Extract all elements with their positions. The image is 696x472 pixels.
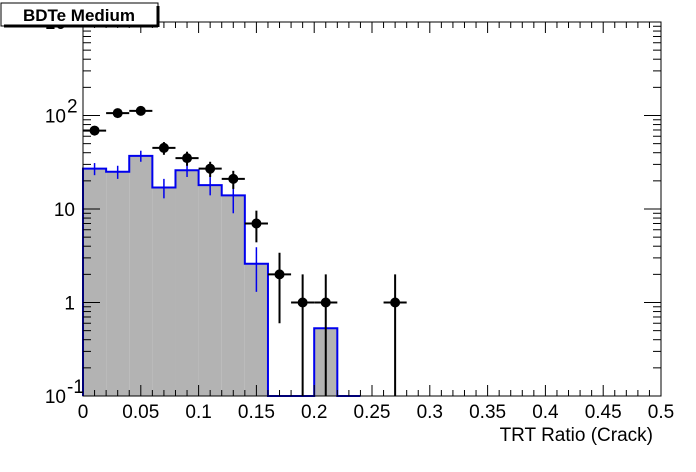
data-points-layer	[83, 105, 407, 396]
histogram-bin-6	[221, 195, 245, 396]
y-tick-label-3: 10	[45, 107, 66, 128]
histogram-bin-5	[198, 185, 222, 396]
data-point-9	[297, 297, 308, 308]
x-tick-label-1: 0.05	[122, 402, 159, 423]
data-point-11	[390, 297, 401, 308]
data-point-8	[274, 269, 285, 280]
x-tick-label-8: 0.4	[532, 402, 559, 423]
x-tick-label-3: 0.15	[238, 402, 275, 423]
data-point-1	[112, 108, 123, 119]
x-tick-label-4: 0.2	[301, 402, 327, 423]
histogram-bin-2	[129, 155, 153, 396]
histogram-bin-4	[175, 170, 199, 396]
histogram-bin-0	[83, 168, 107, 396]
data-point-6	[228, 173, 239, 184]
histogram-layer	[82, 150, 361, 397]
y-tick-exponent-0: -1	[67, 377, 84, 398]
y-tick-exponent-3: 2	[67, 97, 78, 118]
data-point-3	[158, 142, 169, 153]
data-point-5	[205, 163, 216, 174]
x-tick-label-6: 0.3	[417, 402, 443, 423]
x-axis-title: TRT Ratio (Crack)	[500, 425, 653, 446]
y-tick-label-1: 1	[64, 294, 75, 315]
data-point-10	[320, 297, 331, 308]
y-tick-label-2: 10	[54, 200, 75, 221]
axis-ticks	[82, 21, 662, 397]
data-point-0	[89, 125, 100, 136]
title-box: BDTe Medium	[0, 2, 160, 28]
x-tick-label-9: 0.45	[585, 402, 622, 423]
data-point-7	[251, 218, 262, 229]
x-tick-label-10: 0.5	[648, 402, 674, 423]
histogram-bin-1	[106, 171, 130, 396]
x-tick-label-5: 0.25	[354, 402, 391, 423]
y-tick-label-0: 10	[45, 387, 66, 408]
chart-title: BDTe Medium	[23, 6, 135, 25]
x-tick-label-7: 0.35	[469, 402, 506, 423]
x-tick-label-2: 0.1	[185, 402, 211, 423]
data-point-4	[182, 153, 193, 164]
histogram-bin-3	[152, 187, 176, 396]
histogram-bin-7	[244, 263, 268, 396]
data-point-2	[135, 105, 146, 116]
x-tick-label-0: 0	[78, 402, 89, 423]
